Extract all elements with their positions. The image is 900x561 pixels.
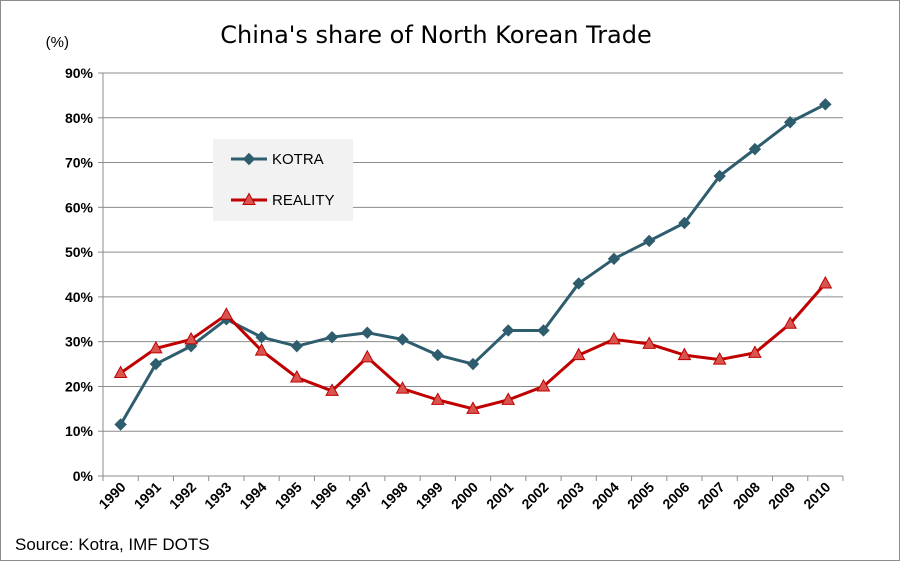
- data-point-reality: [536, 378, 551, 392]
- chart-title: China's share of North Korean Trade: [220, 21, 652, 49]
- data-point-kotra: [607, 252, 621, 266]
- legend-marker-reality: [242, 192, 256, 205]
- data-point-kotra: [502, 324, 515, 337]
- x-axis-ticks: 1990 1991 1992 1993 1994 1995 1996 1997 1998 1999…: [95, 479, 833, 512]
- x-tick-label: 2007: [694, 479, 727, 512]
- source-note: Source: Kotra, IMF DOTS: [15, 535, 210, 554]
- data-point-reality: [395, 381, 410, 394]
- x-tick-label: 2004: [589, 479, 622, 512]
- data-point-reality: [748, 345, 762, 358]
- x-tick-label: 1999: [413, 479, 446, 512]
- data-point-kotra: [572, 277, 585, 290]
- data-point-kotra: [783, 116, 797, 129]
- data-point-kotra: [466, 357, 480, 371]
- data-point-kotra: [290, 339, 304, 353]
- y-tick-label: 40%: [65, 289, 94, 305]
- legend-box: [213, 139, 353, 221]
- data-point-kotra: [642, 234, 656, 248]
- y-axis-unit-label: (%): [46, 34, 69, 51]
- x-tick-label: 2009: [765, 479, 798, 512]
- y-tick-label: 60%: [65, 199, 94, 215]
- x-tick-label: 2003: [553, 479, 586, 512]
- axes: [98, 72, 844, 481]
- y-tick-label: 30%: [65, 334, 94, 350]
- data-point-reality: [360, 349, 375, 363]
- data-point-kotra: [255, 330, 268, 344]
- y-tick-label: 10%: [65, 423, 94, 439]
- x-tick-label: 2000: [448, 479, 481, 512]
- x-tick-label: 1992: [166, 479, 199, 512]
- data-point-kotra: [819, 98, 832, 111]
- data-point-reality: [430, 392, 445, 405]
- legend-item-kotra: KOTRA: [231, 151, 324, 168]
- series-reality: [113, 275, 833, 414]
- y-tick-label: 20%: [65, 378, 94, 394]
- data-point-reality: [325, 383, 339, 396]
- data-point-reality: [571, 347, 586, 361]
- data-point-reality: [783, 316, 797, 329]
- legend-item-reality: REALITY: [231, 192, 335, 209]
- legend: KOTRA REALITY: [213, 139, 353, 221]
- data-point-reality: [642, 336, 657, 349]
- series-line-reality: [119, 282, 827, 411]
- data-point-reality: [712, 352, 727, 365]
- data-point-reality: [149, 340, 163, 354]
- data-point-kotra: [748, 142, 762, 156]
- x-tick-label: 1994: [236, 479, 269, 512]
- x-tick-label: 1997: [342, 479, 375, 512]
- data-series: [113, 98, 833, 431]
- x-tick-label: 2008: [730, 479, 763, 512]
- data-point-kotra: [713, 169, 726, 183]
- x-tick-label: 1993: [201, 479, 234, 512]
- data-point-kotra: [396, 333, 409, 346]
- data-point-reality: [677, 347, 692, 361]
- x-tick-label: 1998: [377, 479, 410, 512]
- data-point-reality: [254, 343, 269, 356]
- data-point-reality: [184, 331, 198, 345]
- y-tick-label: 0%: [73, 468, 94, 484]
- gridlines: [103, 72, 843, 432]
- x-tick-label: 1996: [307, 479, 340, 512]
- legend-label-reality: REALITY: [272, 192, 335, 209]
- data-point-kotra: [149, 357, 163, 371]
- x-tick-label: 1995: [272, 479, 305, 512]
- data-point-kotra: [431, 348, 444, 362]
- data-point-reality: [466, 401, 480, 414]
- legend-label-kotra: KOTRA: [272, 151, 324, 168]
- data-point-reality: [607, 331, 621, 345]
- data-point-reality: [501, 392, 516, 405]
- x-tick-label: 2005: [624, 479, 657, 512]
- data-point-kotra: [325, 330, 339, 344]
- data-point-reality: [113, 365, 128, 379]
- data-point-kotra: [537, 324, 550, 337]
- y-tick-label: 80%: [65, 110, 94, 126]
- data-point-kotra: [114, 418, 127, 431]
- x-tick-label: 2001: [483, 479, 516, 512]
- x-tick-label: 2002: [518, 479, 551, 512]
- y-axis-ticks: 0% 10% 20% 30% 40% 50% 60% 70% 80% 90%: [65, 65, 94, 484]
- data-point-kotra: [678, 216, 691, 230]
- data-point-reality: [219, 307, 234, 320]
- data-point-reality: [818, 275, 833, 289]
- y-tick-label: 90%: [65, 65, 94, 81]
- data-point-kotra: [361, 326, 374, 339]
- legend-marker-kotra: [242, 152, 256, 166]
- x-tick-label: 1990: [95, 479, 128, 512]
- y-tick-label: 50%: [65, 244, 94, 260]
- x-tick-label: 2010: [800, 479, 833, 512]
- y-tick-label: 70%: [65, 155, 94, 171]
- x-tick-label: 2006: [659, 479, 692, 512]
- x-tick-label: 1991: [131, 479, 164, 512]
- data-point-reality: [289, 369, 304, 383]
